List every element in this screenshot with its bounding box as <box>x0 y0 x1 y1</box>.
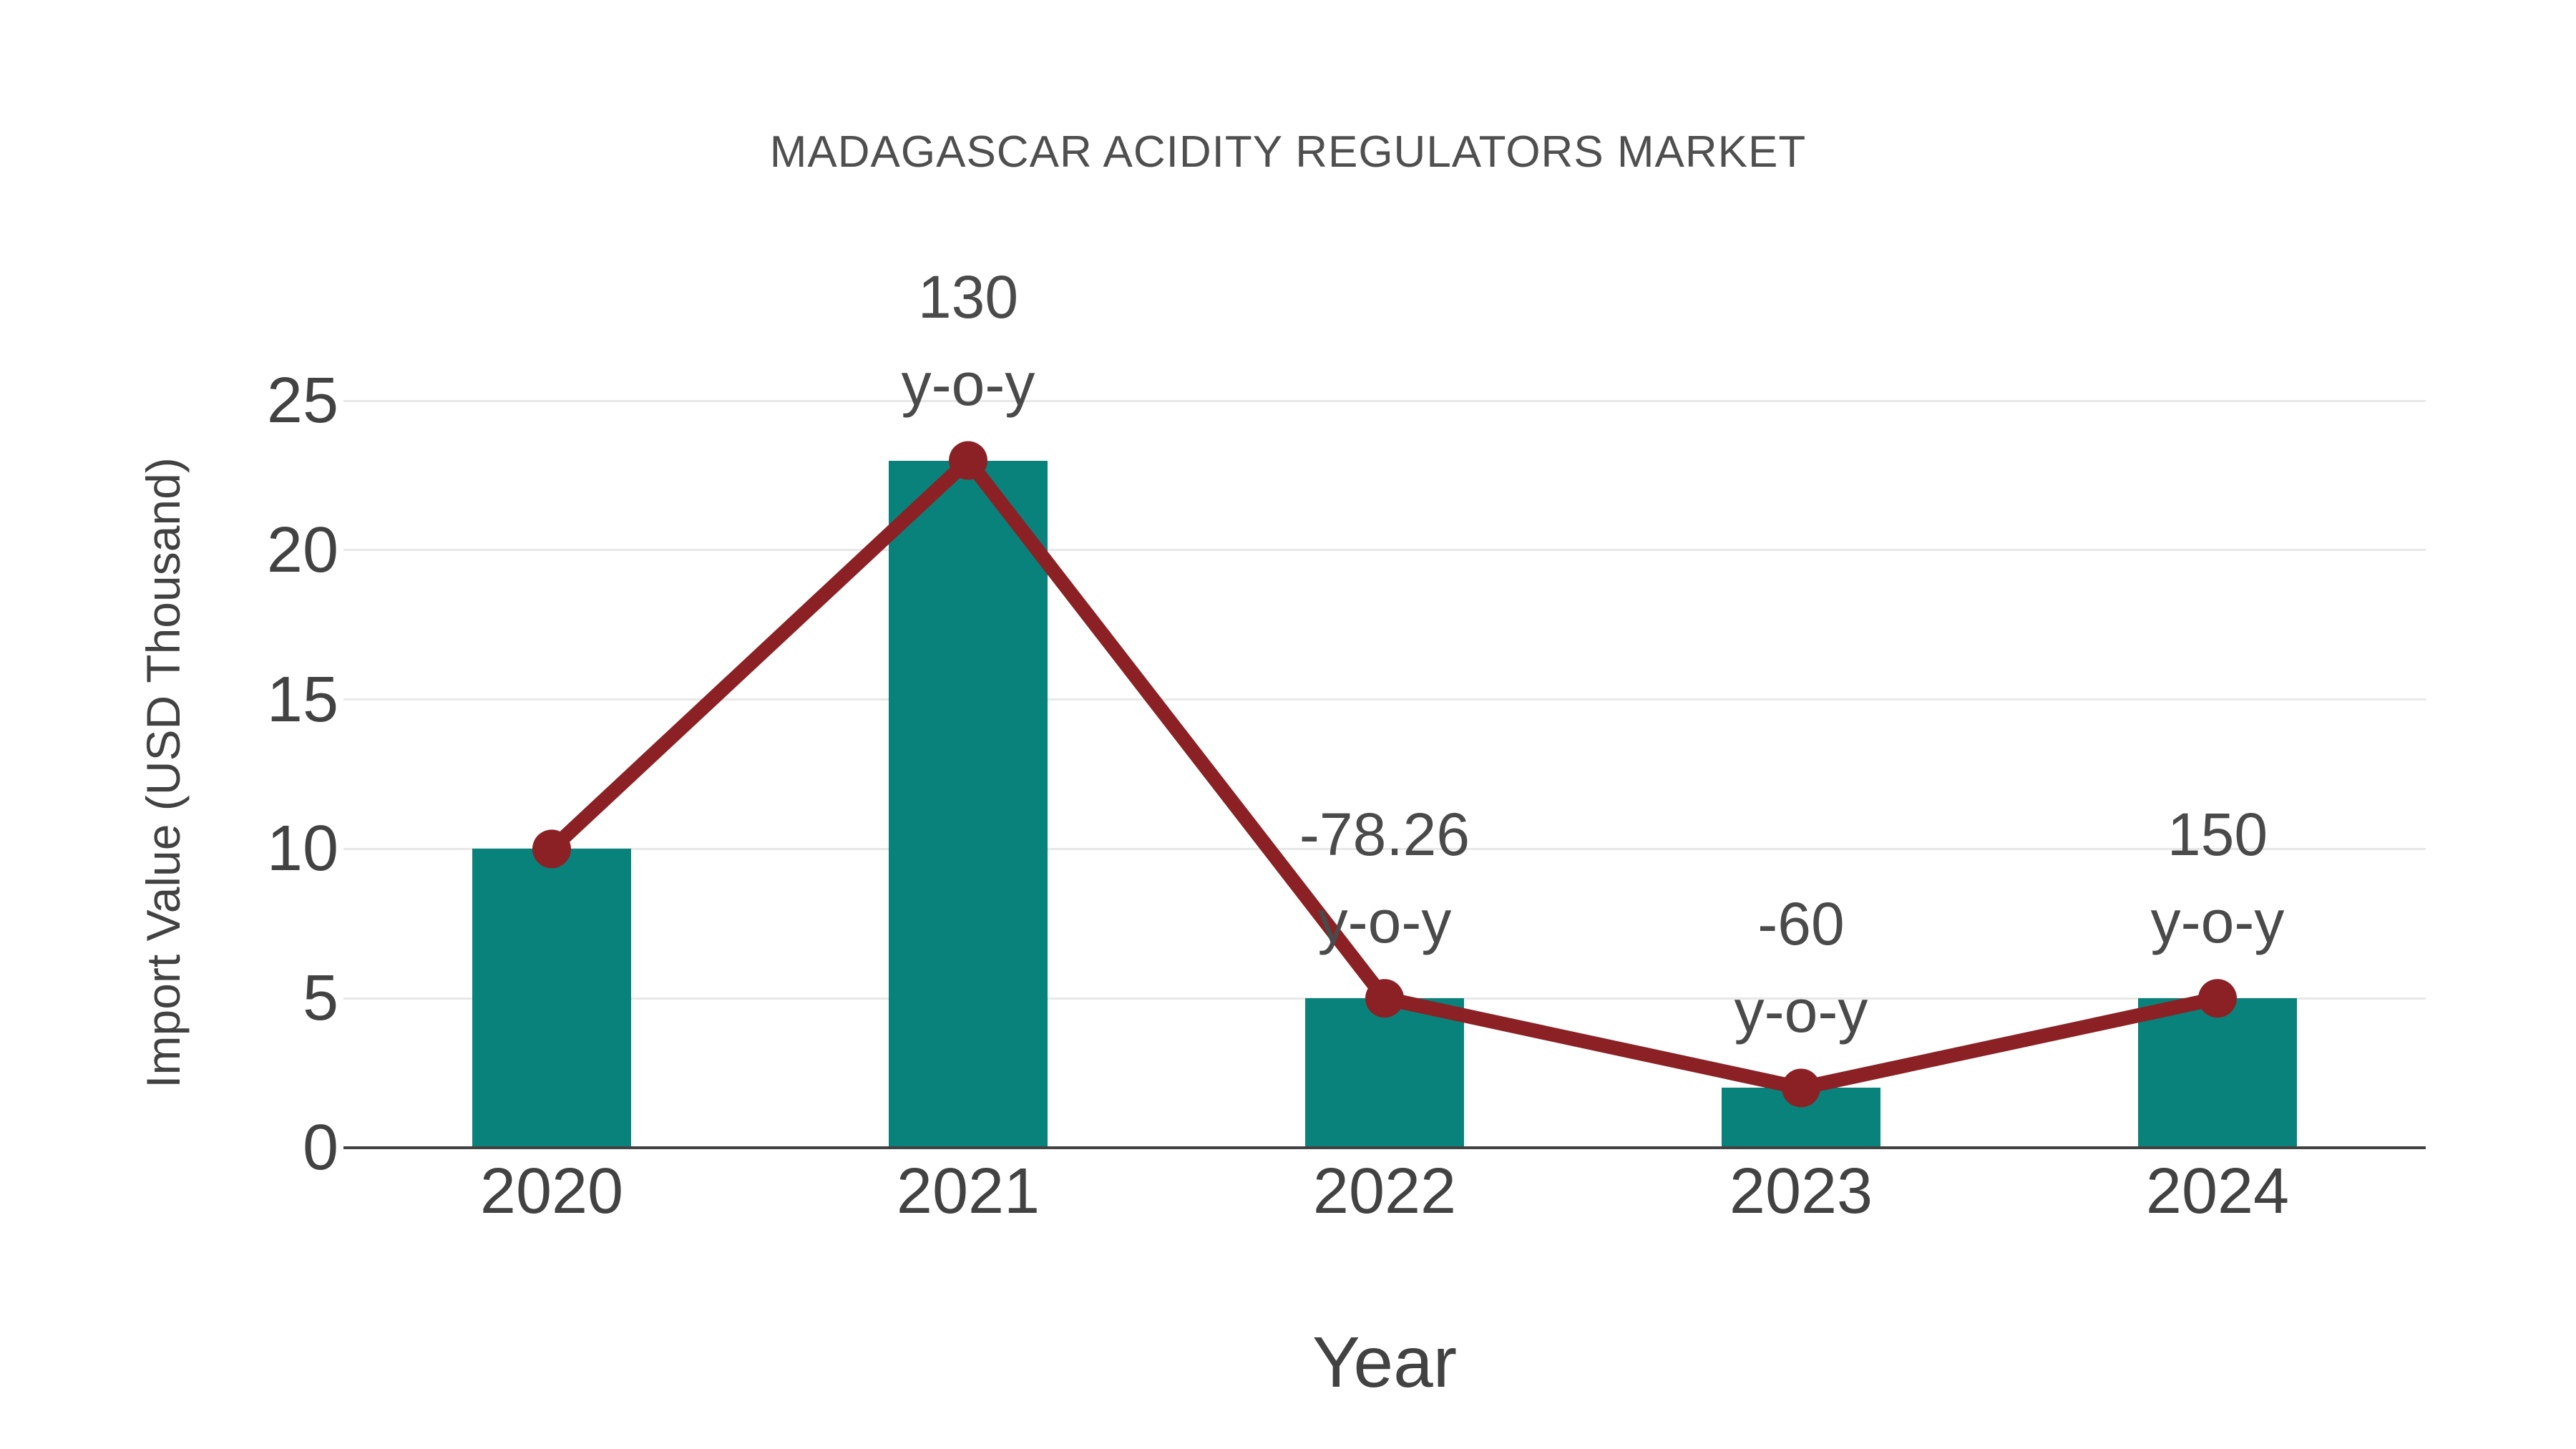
gridline-20 <box>343 549 2426 552</box>
y-tick-10: 10 <box>266 813 338 885</box>
bar-2020 <box>472 849 631 1148</box>
x-tick-2023: 2023 <box>1729 1156 1873 1227</box>
x-tick-2022: 2022 <box>1312 1156 1457 1227</box>
chart-title: MADAGASCAR ACIDITY REGULATORS MARKET <box>769 127 1807 177</box>
x-tick-2020: 2020 <box>479 1156 624 1227</box>
yoy-annotation-value: 150 <box>2167 801 2268 869</box>
data-point-marker-2024 <box>2198 979 2237 1018</box>
yoy-annotation-2023: -60 y-o-y <box>1572 880 2030 1055</box>
yoy-annotation-value: -78.26 <box>1299 801 1470 869</box>
y-tick-5: 5 <box>302 962 338 1035</box>
gridline-25 <box>343 399 2426 402</box>
yoy-annotation-unit: y-o-y <box>2150 888 2285 956</box>
bar-2024 <box>2138 998 2297 1148</box>
x-tick-2024: 2024 <box>2145 1156 2290 1227</box>
y-tick-0: 0 <box>302 1112 338 1184</box>
yoy-annotation-2021: 130 y-o-y <box>739 253 1197 428</box>
x-tick-2021: 2021 <box>896 1156 1040 1227</box>
data-point-marker-2022 <box>1365 979 1404 1018</box>
x-axis-title: Year <box>1312 1322 1458 1402</box>
yoy-annotation-value: -60 <box>1757 890 1845 958</box>
yoy-trend-line-layer <box>532 441 2237 1108</box>
gridline-15 <box>343 698 2426 701</box>
yoy-annotation-2022: -78.26 y-o-y <box>1156 791 1614 965</box>
y-tick-25: 25 <box>266 365 338 436</box>
yoy-annotation-2024: 150 y-o-y <box>1989 791 2446 965</box>
data-point-marker-2023 <box>1782 1068 1820 1108</box>
gridline-10 <box>343 847 2426 850</box>
data-point-marker-2020 <box>532 829 571 869</box>
bar-2022 <box>1305 998 1464 1148</box>
y-tick-15: 15 <box>266 663 338 736</box>
yoy-annotation-value: 130 <box>917 263 1019 331</box>
yoy-annotation-unit: y-o-y <box>1734 977 1868 1045</box>
bar-2021 <box>889 460 1048 1148</box>
data-point-marker-2021 <box>949 441 987 480</box>
yoy-annotation-unit: y-o-y <box>901 350 1035 418</box>
x-axis-line <box>343 1146 2426 1149</box>
y-tick-20: 20 <box>266 514 338 586</box>
yoy-annotation-unit: y-o-y <box>1317 888 1452 956</box>
